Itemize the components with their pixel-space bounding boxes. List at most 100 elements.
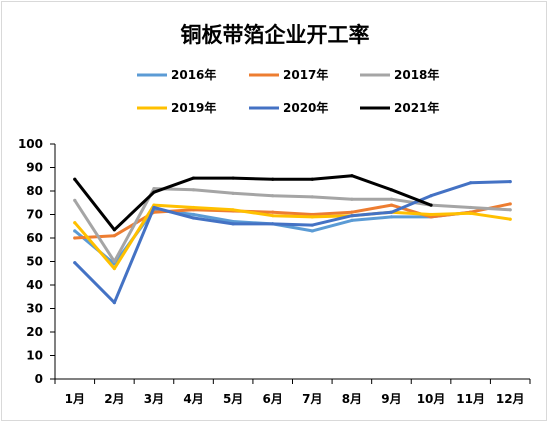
y-tick-label: 70	[26, 208, 43, 222]
y-tick-label: 50	[26, 255, 43, 269]
data-point	[73, 198, 77, 202]
data-point	[310, 212, 314, 217]
x-axis: 1月 2月 3月 4月 5月 6月 7月 8月 9月 10月 11月 12月	[54, 378, 531, 406]
data-point	[152, 190, 156, 194]
series-line	[73, 187, 512, 263]
legend-label: 2017年	[283, 67, 328, 82]
data-point	[191, 188, 196, 192]
legend-label: 2019年	[171, 100, 216, 115]
series-2020年	[73, 180, 512, 305]
legend-item: 2017年	[249, 67, 328, 82]
data-point	[350, 214, 354, 218]
data-point	[112, 301, 116, 305]
x-tick-label: 2月	[104, 392, 124, 406]
data-point	[469, 205, 473, 210]
y-axis: 0 10 20 30 40 50 60 70 80 90 100	[18, 137, 56, 386]
data-point	[73, 221, 77, 225]
data-point	[429, 194, 433, 198]
data-point	[112, 266, 116, 271]
legend-label: 2021年	[394, 100, 439, 115]
y-tick-label: 10	[26, 349, 43, 363]
data-point	[112, 228, 116, 232]
data-point	[469, 181, 473, 185]
x-tick-label: 10月	[417, 392, 446, 406]
y-tick-label: 80	[26, 184, 43, 198]
data-point	[191, 212, 196, 217]
data-point	[310, 195, 314, 199]
data-point	[508, 202, 512, 206]
data-point	[152, 203, 156, 207]
legend-label: 2018年	[394, 67, 439, 82]
series-line	[73, 202, 512, 240]
data-point	[271, 194, 275, 198]
data-point	[508, 180, 512, 184]
data-point	[152, 187, 156, 191]
series-line	[73, 203, 512, 271]
data-point	[350, 197, 354, 201]
data-point	[429, 212, 433, 217]
data-point	[271, 214, 275, 218]
data-point	[310, 229, 314, 233]
data-point	[73, 236, 77, 240]
x-tick-label: 4月	[183, 392, 203, 406]
data-point	[231, 222, 235, 226]
series-line	[73, 174, 433, 232]
data-point	[508, 217, 512, 221]
x-tick-label: 1月	[65, 392, 85, 406]
data-point	[350, 174, 354, 178]
y-tick-label: 60	[26, 231, 43, 245]
data-point	[112, 259, 116, 264]
series-2018年	[73, 187, 512, 264]
y-tick-label: 0	[35, 372, 43, 386]
y-tick-label: 90	[26, 161, 43, 175]
chart-title: 铜板带箔企业开工率	[181, 23, 370, 47]
legend-item: 2019年	[137, 100, 216, 115]
data-point	[231, 208, 235, 212]
x-tick-label: 12月	[496, 392, 525, 406]
data-point	[350, 210, 354, 214]
x-tick-label: 11月	[456, 392, 485, 406]
legend-label: 2016年	[171, 67, 216, 82]
legend: 2016年 2017年 2018年 2019年 2020年 2021年	[137, 67, 439, 115]
y-tick-label: 40	[26, 278, 43, 292]
data-point	[310, 177, 314, 181]
data-point	[73, 261, 77, 265]
x-tick-label: 8月	[342, 392, 362, 406]
data-point	[231, 191, 235, 195]
data-point	[310, 215, 314, 219]
data-point	[389, 188, 394, 192]
x-tick-label: 3月	[144, 392, 164, 406]
y-tick-label: 100	[18, 137, 43, 151]
legend-item: 2020年	[249, 100, 328, 115]
x-tick-label: 7月	[302, 392, 322, 406]
y-tick-label: 20	[26, 325, 43, 339]
data-point	[429, 215, 433, 219]
data-point	[389, 210, 394, 214]
data-point	[73, 177, 77, 181]
data-point	[350, 218, 354, 222]
data-point	[191, 205, 196, 210]
data-point	[508, 208, 512, 212]
series-line	[73, 180, 512, 305]
x-tick-label: 6月	[263, 392, 283, 406]
data-point	[389, 203, 394, 207]
series-2019年	[73, 203, 512, 271]
legend-item: 2018年	[360, 67, 439, 82]
data-point	[112, 234, 116, 238]
y-tick-label: 30	[26, 302, 43, 316]
data-point	[152, 205, 156, 210]
x-tick-label: 5月	[223, 392, 243, 406]
data-point	[191, 216, 196, 220]
chart-frame: 铜板带箔企业开工率 2016年 2017年 2018年 2019年 2020年 2021年…	[1, 1, 547, 421]
data-point	[469, 211, 473, 215]
data-point	[231, 176, 235, 180]
legend-item: 2021年	[360, 100, 439, 115]
data-point	[271, 222, 275, 226]
legend-item: 2016年	[137, 67, 216, 82]
data-point	[429, 203, 433, 207]
data-point	[389, 197, 394, 201]
data-point	[73, 229, 77, 233]
data-point	[389, 215, 394, 219]
data-point	[271, 177, 275, 181]
data-point	[191, 176, 196, 180]
